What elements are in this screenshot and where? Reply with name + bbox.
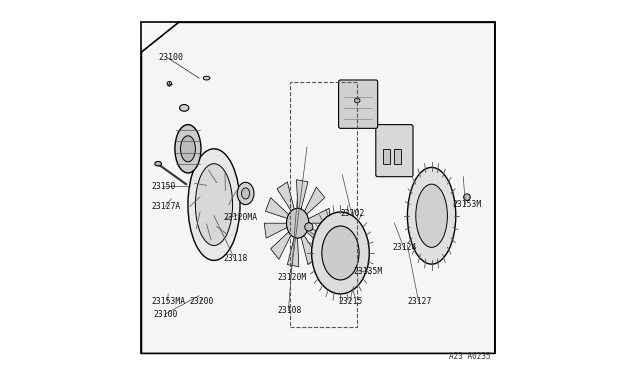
- Text: 23102: 23102: [340, 209, 365, 218]
- Ellipse shape: [175, 125, 201, 173]
- Polygon shape: [307, 228, 330, 249]
- FancyBboxPatch shape: [376, 125, 413, 177]
- Ellipse shape: [155, 161, 161, 166]
- Text: 23150: 23150: [152, 182, 176, 190]
- Polygon shape: [287, 237, 299, 267]
- Polygon shape: [301, 235, 318, 264]
- Polygon shape: [271, 232, 291, 259]
- Ellipse shape: [463, 194, 470, 201]
- Polygon shape: [296, 180, 308, 209]
- Bar: [383, 149, 390, 164]
- Text: 23118: 23118: [223, 254, 248, 263]
- Ellipse shape: [287, 208, 309, 238]
- Ellipse shape: [167, 81, 172, 86]
- Ellipse shape: [416, 184, 447, 247]
- Ellipse shape: [237, 182, 254, 205]
- Text: 23127: 23127: [408, 297, 432, 306]
- Text: 23100: 23100: [154, 310, 178, 319]
- Ellipse shape: [203, 76, 210, 80]
- Ellipse shape: [241, 188, 250, 199]
- Text: 23127A: 23127A: [152, 202, 181, 211]
- Ellipse shape: [355, 98, 360, 103]
- Text: 23108: 23108: [277, 306, 301, 315]
- Text: 23135M: 23135M: [353, 267, 383, 276]
- Text: 23153M: 23153M: [452, 200, 481, 209]
- Text: 23120MA: 23120MA: [223, 213, 257, 222]
- Text: 23215: 23215: [339, 297, 363, 306]
- Ellipse shape: [180, 105, 189, 111]
- Ellipse shape: [188, 149, 240, 260]
- Ellipse shape: [195, 164, 232, 246]
- Polygon shape: [141, 22, 495, 353]
- Polygon shape: [266, 198, 289, 218]
- Text: 23153MA: 23153MA: [152, 297, 186, 306]
- Polygon shape: [264, 223, 287, 238]
- Text: 23124: 23124: [392, 243, 417, 252]
- Ellipse shape: [322, 226, 359, 280]
- Ellipse shape: [312, 212, 369, 294]
- Polygon shape: [305, 187, 324, 214]
- Ellipse shape: [305, 223, 313, 231]
- Text: A23 A0235: A23 A0235: [449, 352, 491, 361]
- Ellipse shape: [408, 167, 456, 264]
- Text: 23120M: 23120M: [277, 273, 307, 282]
- Polygon shape: [308, 208, 331, 223]
- Bar: [394, 149, 401, 164]
- Text: 23100: 23100: [158, 53, 183, 62]
- Bar: [141, 22, 495, 353]
- Bar: [291, 82, 357, 327]
- Text: 23200: 23200: [189, 297, 213, 306]
- Ellipse shape: [180, 136, 195, 162]
- FancyBboxPatch shape: [339, 80, 378, 128]
- Polygon shape: [277, 182, 294, 211]
